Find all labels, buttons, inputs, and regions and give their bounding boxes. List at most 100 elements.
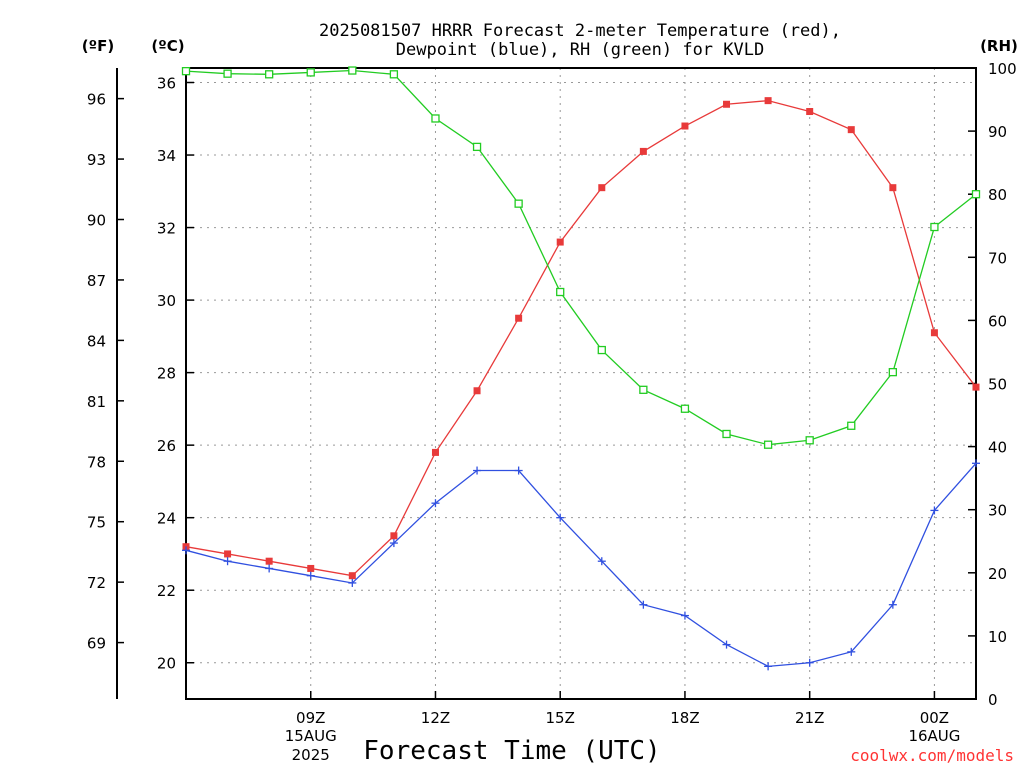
rh-point [514,199,523,208]
fahrenheit-tick-label: 69 [87,635,106,653]
rh-tick-label: 30 [988,502,1007,520]
x-tick-date-label: 15AUG [285,727,337,745]
dewpoint-point [265,564,274,573]
temperature-point [889,184,897,192]
grid-layer [186,68,976,699]
temperature-point [639,147,647,155]
x-tick-label: 12Z [421,709,450,727]
rh-point [680,404,690,413]
temperature-point [348,572,356,580]
dewpoint-point [680,611,689,620]
temperature-series [182,97,980,580]
temperature-point [265,557,273,565]
celsius-tick-label: 28 [157,365,176,383]
rh-point [971,190,981,199]
rh-point [348,66,357,75]
temperature-point [556,238,564,246]
temperature-point [847,126,855,134]
dewpoint-point [514,466,523,475]
rh-tick-label: 90 [988,123,1007,141]
x-tick-year-label: 2025 [292,746,330,764]
rh-series [181,66,981,449]
rh-point [556,287,565,297]
rh-tick-label: 70 [988,249,1007,267]
temperature-point [307,564,315,572]
celsius-tick-label: 20 [157,655,176,673]
x-axis-label: Forecast Time (UTC) [363,736,660,766]
dewpoint-point [556,513,565,522]
dewpoint-point [223,557,232,566]
series-layer [181,66,981,671]
x-tick-label: 21Z [795,709,824,727]
rh-point [265,70,274,79]
x-tick-label: 18Z [670,709,699,727]
celsius-tick-label: 24 [157,510,176,528]
rh-tick-label: 100 [988,60,1017,78]
dewpoint-point [306,571,315,580]
fahrenheit-tick-label: 87 [87,272,106,290]
temperature-point [598,184,606,192]
rh-point [847,421,856,430]
fahrenheit-tick-label: 96 [87,91,106,109]
temperature-point [390,532,398,540]
fahrenheit-tick-label: 84 [87,332,106,350]
rh-tick-label: 20 [988,565,1007,583]
dewpoint-point [597,557,606,566]
x-tick-label: 15Z [546,709,575,727]
rh-point [763,440,773,449]
tick-labels: 20 22 24 26 28 30 32 34 36 69 72 75 78 81 84 87 90 93 96 0 1… [87,60,1017,764]
dewpoint-point [847,647,856,656]
dewpoint-point [431,499,440,508]
x-tick-label: 00Z [920,709,949,727]
rh-tick-label: 10 [988,628,1007,646]
rh-point [597,345,606,355]
dewpoint-point [389,539,398,548]
x-tick-label: 09Z [296,709,325,727]
dewpoint-series [182,459,980,671]
fahrenheit-unit-label: (ºF) [82,37,114,55]
temperature-point [431,448,439,456]
rh-tick-label: 50 [988,376,1007,394]
rh-point [223,69,232,78]
rh-point [306,68,315,77]
rh-point [722,429,731,439]
temperature-point [972,383,980,391]
dewpoint-point [722,640,731,649]
celsius-unit-label: (ºC) [151,37,184,55]
dewpoint-point [348,578,357,587]
fahrenheit-tick-label: 72 [87,574,106,592]
temperature-point [681,122,689,130]
credit-text: coolwx.com/models [850,746,1014,765]
temperature-point [806,108,814,116]
dewpoint-point [972,459,980,468]
celsius-tick-label: 26 [157,437,176,455]
plot-frame [185,67,977,700]
axes-layer [116,67,977,700]
celsius-tick-label: 36 [157,75,176,93]
x-tick-date-label: 16AUG [908,727,960,745]
celsius-tick-label: 22 [157,582,176,600]
rh-line [185,69,977,446]
fahrenheit-tick-label: 75 [87,514,106,532]
dewpoint-point [182,546,190,555]
fahrenheit-tick-label: 78 [87,453,106,471]
rh-point [472,142,482,152]
rh-point [639,385,648,394]
fahrenheit-tick-label: 93 [87,151,106,169]
rh-point [930,222,939,232]
dewpoint-point [473,466,482,475]
temperature-point [930,329,938,337]
dewpoint-point [764,662,773,671]
fahrenheit-tick-label: 90 [87,212,106,230]
dewpoint-point [805,658,814,667]
rh-tick-label: 60 [988,312,1007,330]
rh-point [431,114,440,123]
fahrenheit-tick-label: 81 [87,393,106,411]
celsius-tick-label: 32 [157,220,176,238]
temperature-point [764,97,772,105]
dewpoint-point [639,600,648,609]
rh-tick-label: 40 [988,439,1007,457]
dewpoint-line [185,462,977,668]
rh-tick-label: 0 [988,691,998,709]
